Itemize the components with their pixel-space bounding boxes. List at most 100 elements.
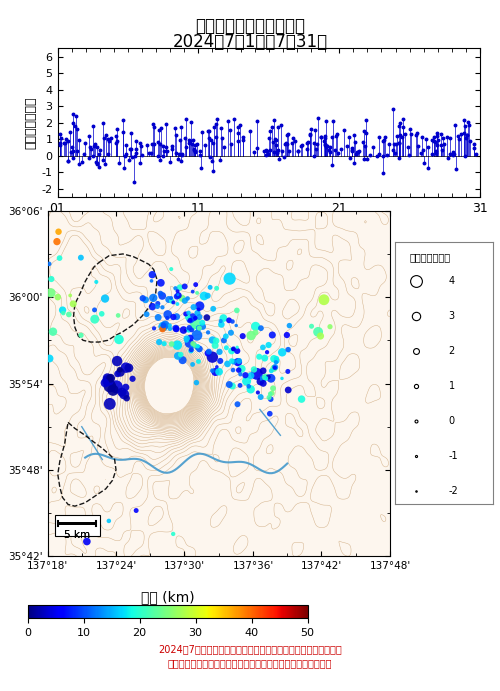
Point <box>242 376 250 387</box>
Point <box>46 353 54 364</box>
Point <box>212 366 220 377</box>
Point <box>106 372 114 384</box>
Point <box>256 392 264 403</box>
Point <box>158 323 166 334</box>
Point <box>205 346 213 357</box>
Point <box>186 332 194 343</box>
Text: そのため従来よりも山頂域の地震が多くかつ浅く求まります。: そのため従来よりも山頂域の地震が多くかつ浅く求まります。 <box>168 658 332 668</box>
Point <box>174 339 182 350</box>
Point <box>150 292 158 303</box>
Point <box>150 323 158 334</box>
Point <box>262 372 270 383</box>
Point <box>168 339 175 350</box>
Title: 深さ (km): 深さ (km) <box>140 591 194 605</box>
Point <box>189 322 197 333</box>
Text: 5 km: 5 km <box>64 531 90 540</box>
Point <box>209 303 217 314</box>
Point <box>128 373 136 384</box>
Point <box>265 392 273 403</box>
Point <box>159 321 167 332</box>
Point <box>161 319 169 330</box>
Point <box>167 263 175 274</box>
Point <box>203 312 211 323</box>
Point <box>233 342 241 353</box>
Point <box>118 387 126 398</box>
Point <box>278 373 286 384</box>
Point <box>58 305 66 316</box>
Point <box>228 355 235 366</box>
Point <box>122 381 130 392</box>
Point <box>216 355 224 366</box>
Point <box>252 327 260 338</box>
Point <box>204 290 212 301</box>
Point <box>90 304 98 315</box>
Point <box>164 312 172 323</box>
Point <box>259 378 267 389</box>
Point <box>174 350 182 361</box>
Point <box>226 379 234 390</box>
Point <box>268 330 276 341</box>
Point <box>255 351 263 362</box>
Point <box>187 346 195 357</box>
Point <box>194 342 202 353</box>
Point <box>66 290 74 301</box>
Point <box>172 311 180 322</box>
Point <box>238 363 246 375</box>
Point <box>113 356 121 367</box>
Point <box>105 515 113 527</box>
Point <box>204 348 212 359</box>
Point <box>256 376 264 387</box>
Point <box>186 314 194 325</box>
Point <box>156 288 164 299</box>
Point <box>234 399 241 410</box>
Point <box>54 226 62 237</box>
Point <box>194 356 202 367</box>
Point <box>268 366 276 377</box>
Text: -1: -1 <box>448 451 458 462</box>
Point <box>189 338 197 349</box>
Point <box>132 505 140 516</box>
Point <box>172 323 180 334</box>
Point <box>178 293 186 304</box>
Point <box>212 283 220 294</box>
Point <box>98 308 106 319</box>
Point <box>120 389 128 400</box>
Text: 0: 0 <box>448 416 455 426</box>
Point <box>182 335 190 346</box>
Point <box>125 362 133 373</box>
Point <box>180 325 188 336</box>
Point <box>236 380 244 391</box>
Point <box>106 398 114 409</box>
Point <box>270 363 278 374</box>
Point <box>184 293 192 304</box>
Point <box>222 331 230 342</box>
Point <box>213 361 221 372</box>
Point <box>208 365 216 376</box>
Point <box>90 314 98 325</box>
Text: 2024年7月より山頂域を中心に使用する観測点を増やしました。: 2024年7月より山頂域を中心に使用する観測点を増やしました。 <box>158 644 342 654</box>
Point <box>77 330 85 341</box>
Point <box>104 372 112 384</box>
Point <box>308 321 316 332</box>
Point <box>148 275 156 286</box>
Point <box>314 326 322 337</box>
Point <box>278 347 286 358</box>
Point <box>194 304 202 315</box>
Point <box>166 323 174 334</box>
Point <box>257 323 265 334</box>
Point <box>264 371 272 382</box>
Point <box>109 385 117 396</box>
Point <box>320 294 328 305</box>
Point <box>233 305 241 316</box>
Point <box>254 387 262 398</box>
Point <box>286 320 294 331</box>
Point <box>188 359 196 370</box>
Point <box>316 330 324 341</box>
Point <box>106 381 114 392</box>
Point <box>229 365 237 376</box>
Point <box>192 318 200 329</box>
Point <box>190 302 198 313</box>
Point <box>212 335 220 346</box>
Point <box>215 366 223 377</box>
Point <box>234 365 242 376</box>
